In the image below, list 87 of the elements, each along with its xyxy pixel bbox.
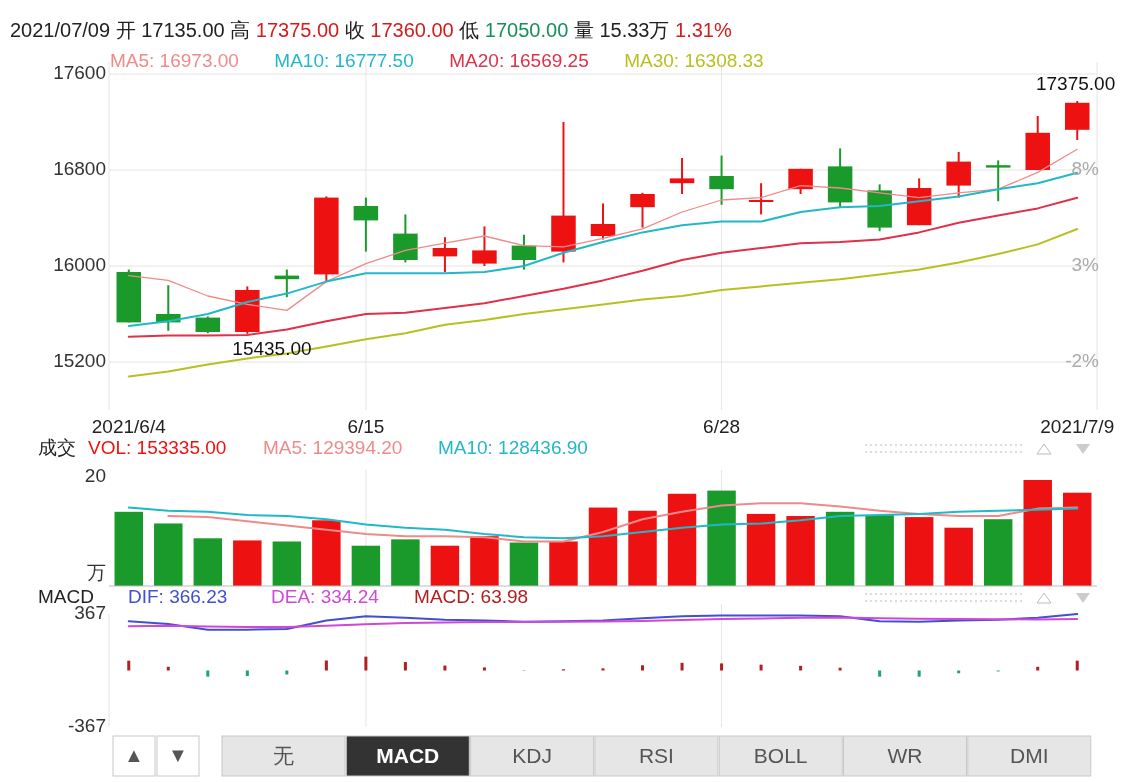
bar — [351, 545, 381, 586]
text: 20 — [84, 465, 106, 487]
bar — [114, 511, 143, 586]
y-tick-label: -367 — [67, 715, 106, 737]
bar — [154, 523, 183, 586]
text: ▲ — [124, 744, 144, 767]
bar — [746, 513, 776, 586]
bar — [825, 511, 855, 586]
text: MA30: 16308.33 — [624, 50, 764, 72]
y-tick-label: 367 — [74, 602, 106, 624]
bar — [838, 667, 842, 671]
y2-tick-label: 8% — [1071, 158, 1100, 180]
text: MA5: 129394.20 — [262, 437, 403, 459]
bar — [680, 662, 684, 671]
bar — [509, 542, 539, 586]
series-label: DEA: 334.24 — [271, 586, 380, 608]
bar — [588, 507, 618, 586]
bar — [878, 670, 882, 677]
x-tick-label: 6/15 — [347, 416, 385, 438]
y2-tick-label: -2% — [1065, 350, 1100, 372]
bar — [983, 519, 1013, 586]
bar — [470, 536, 499, 586]
bar — [917, 670, 921, 677]
bar — [364, 656, 368, 671]
y-tick-label: 16000 — [53, 254, 106, 276]
x-tick-label: 2021/7/9 — [1040, 416, 1115, 438]
bar — [601, 668, 605, 671]
bar — [720, 663, 724, 671]
bar — [1063, 492, 1092, 586]
bar — [285, 670, 289, 675]
bar — [944, 527, 973, 586]
x-tick-label: 6/28 — [703, 416, 741, 438]
bar — [1023, 480, 1052, 586]
bar — [1075, 660, 1079, 671]
y2-tick-label: 3% — [1071, 254, 1100, 276]
bar — [403, 662, 407, 671]
annotation: 15435.00 — [232, 337, 312, 359]
y-tick-label: 17600 — [53, 62, 106, 84]
text: DMI — [1010, 743, 1049, 767]
text: MACD — [376, 743, 440, 767]
bar — [759, 664, 763, 671]
text: MA10: 128436.90 — [437, 437, 588, 459]
candlestick — [432, 236, 458, 273]
bar — [193, 538, 223, 586]
annotation: 17375.00 — [1035, 73, 1116, 95]
text: MA20: 16569.25 — [449, 50, 589, 72]
x-tick-label: 2021/6/4 — [91, 416, 167, 438]
bar — [549, 541, 578, 586]
bar — [904, 517, 934, 586]
candlestick — [748, 182, 774, 216]
bar — [166, 666, 170, 671]
bar — [312, 520, 341, 586]
text: RSI — [638, 743, 674, 767]
text: MA5: 16973.00 — [110, 50, 239, 72]
text: 无 — [273, 743, 294, 767]
bar — [430, 545, 460, 586]
text: ▼ — [168, 744, 188, 767]
bar — [391, 539, 420, 586]
bar — [482, 667, 486, 671]
candlestick — [985, 159, 1011, 203]
bar — [786, 516, 815, 586]
bar — [1036, 666, 1040, 671]
series-label: DIF: 366.23 — [128, 586, 228, 608]
bar — [233, 540, 262, 586]
bar — [443, 665, 447, 671]
y-tick-label: 16800 — [53, 158, 106, 180]
text: BOLL — [753, 743, 808, 767]
bar — [707, 490, 736, 586]
text: VOL: 153335.00 — [88, 437, 227, 459]
bar — [324, 660, 328, 671]
bar — [799, 665, 803, 671]
y-tick-label: 15200 — [53, 350, 106, 372]
chart-title: 2021/07/09 开 17135.00 高 17375.00 收 17360.00 低 17050.00 量 15.33万 1.31% — [10, 19, 732, 42]
bar — [641, 665, 645, 671]
text: MA10: 16777.50 — [274, 50, 414, 72]
bar — [628, 510, 657, 586]
chart-title: 成交 — [38, 437, 76, 459]
bar — [272, 541, 302, 586]
bar — [206, 670, 210, 677]
candlestick — [669, 157, 695, 195]
bar — [865, 514, 894, 586]
text: MACD: 63.98 — [414, 586, 529, 608]
text: WR — [887, 743, 923, 767]
bar — [667, 493, 697, 586]
bar — [127, 660, 131, 671]
text: KDJ — [512, 743, 552, 767]
y-axis-title: 万 — [87, 562, 106, 584]
